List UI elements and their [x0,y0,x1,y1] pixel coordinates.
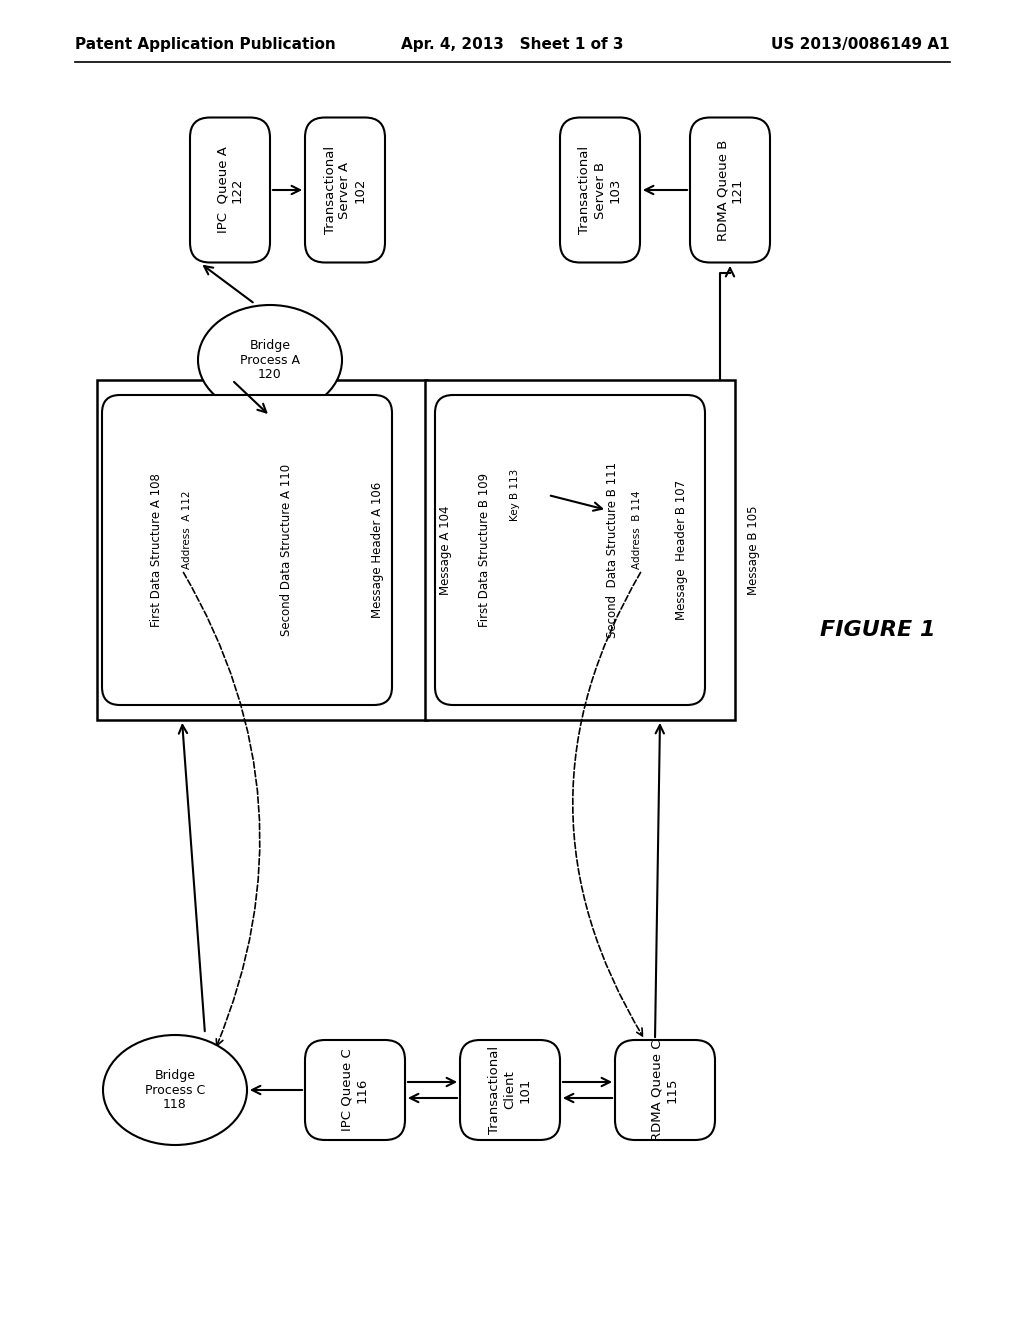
Text: Bridge
Process A
120: Bridge Process A 120 [240,338,300,381]
Text: RDMA Queue B
121: RDMA Queue B 121 [716,140,744,240]
FancyBboxPatch shape [435,395,705,705]
FancyBboxPatch shape [102,395,392,705]
Ellipse shape [103,1035,247,1144]
Text: Second Data Structure A 110: Second Data Structure A 110 [281,463,294,636]
Text: FIGURE 1: FIGURE 1 [820,620,936,640]
Bar [567,411,697,690]
Bar [458,411,553,690]
Text: Key B 113: Key B 113 [510,469,520,521]
Text: IPC  Queue A
122: IPC Queue A 122 [216,147,244,234]
FancyBboxPatch shape [305,117,385,263]
Bar [425,380,735,719]
FancyBboxPatch shape [190,117,270,263]
Text: Transactional
Server B
103: Transactional Server B 103 [579,147,622,234]
Text: RDMA Queue C
115: RDMA Queue C 115 [651,1039,679,1140]
Ellipse shape [198,305,342,414]
Text: Message  Header B 107: Message Header B 107 [676,480,688,620]
Text: Transactional
Client
101: Transactional Client 101 [488,1045,531,1134]
Bar [157,490,217,570]
Text: First Data Structure A 108: First Data Structure A 108 [151,473,164,627]
Bar [607,490,667,570]
Bar [97,380,427,719]
FancyBboxPatch shape [615,1040,715,1140]
Bar [129,411,224,690]
Text: Apr. 4, 2013   Sheet 1 of 3: Apr. 4, 2013 Sheet 1 of 3 [400,37,624,53]
Text: Transactional
Server A
102: Transactional Server A 102 [324,147,367,234]
Text: Message B 105: Message B 105 [746,506,760,595]
Text: Patent Application Publication: Patent Application Publication [75,37,336,53]
Text: US 2013/0086149 A1: US 2013/0086149 A1 [771,37,950,53]
Text: Address  A 112: Address A 112 [182,491,193,569]
FancyBboxPatch shape [560,117,640,263]
Bar [482,471,548,519]
Bar [237,411,377,690]
Text: Second  Data Structure B 111: Second Data Structure B 111 [605,462,618,638]
Text: Address  B 114: Address B 114 [632,491,642,569]
FancyBboxPatch shape [305,1040,406,1140]
FancyBboxPatch shape [690,117,770,263]
Text: Message Header A 106: Message Header A 106 [371,482,384,618]
Text: First Data Structure B 109: First Data Structure B 109 [478,473,492,627]
Text: Message A 104: Message A 104 [438,506,452,595]
Text: Bridge
Process C
118: Bridge Process C 118 [144,1068,205,1111]
FancyBboxPatch shape [460,1040,560,1140]
Text: IPC Queue C
116: IPC Queue C 116 [341,1048,369,1131]
